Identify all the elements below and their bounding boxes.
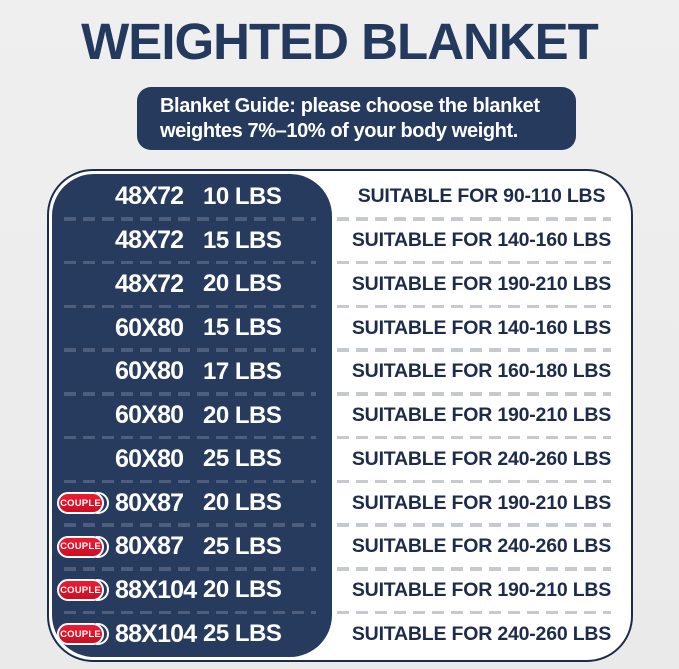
banner-line-2: weightes 7%–10% of your body weight. [160,120,518,142]
row-suitable-cell: SUITABLE FOR 240-260 LBS [332,525,631,569]
suitable-for-label: SUITABLE FOR 240-260 LBS [351,447,612,470]
couple-badge-label: COUPLE [60,584,101,596]
size-label: 80X87 [115,488,184,517]
row-suitable-cell: SUITABLE FOR 240-260 LBS [332,437,631,481]
row-size-weight-cell: 48X72 10 LBS [49,175,332,219]
size-label: 48X72 [115,182,184,211]
weight-label: 15 LBS [203,314,282,342]
couple-badge: COUPLE [57,579,109,602]
table-row: 48X72 10 LBS SUITABLE FOR 90-110 LBS [49,175,631,221]
suitable-for-label: SUITABLE FOR 140-160 LBS [351,316,612,339]
table-row: 60X80 25 LBS SUITABLE FOR 240-260 LBS [49,437,631,483]
row-size-weight-cell: COUPLE 80X87 20 LBS [49,481,332,525]
weight-label: 25 LBS [203,620,282,648]
row-suitable-cell: SUITABLE FOR 190-210 LBS [332,569,631,613]
row-size-weight-cell: 60X80 25 LBS [49,437,332,481]
suitable-for-label: SUITABLE FOR 240-260 LBS [351,622,612,645]
couple-badge: COUPLE [57,492,109,514]
couple-badge-label: COUPLE [60,541,101,553]
couple-badge: COUPLE [57,535,109,558]
size-label: 60X80 [115,444,184,473]
size-label: 88X104 [115,619,197,648]
table-row: 60X80 17 LBS SUITABLE FOR 160-180 LBS [49,350,631,396]
row-size-weight-cell: 60X80 17 LBS [49,350,332,394]
row-suitable-cell: SUITABLE FOR 160-180 LBS [332,350,631,394]
weight-label: 20 LBS [203,270,282,298]
table-row: 48X72 20 LBS SUITABLE FOR 190-210 LBS [49,262,631,308]
size-label: 48X72 [115,226,184,255]
table-row: COUPLE 80X87 20 LBS SUITABLE FOR 190-210… [49,481,631,527]
couple-badge-label: COUPLE [60,497,101,509]
page-title: WEIGHTED BLANKET [81,13,599,70]
suitable-for-label: SUITABLE FOR 140-160 LBS [351,229,612,252]
weight-label: 25 LBS [203,445,282,473]
row-size-weight-cell: COUPLE 88X104 25 LBS [49,612,332,656]
row-suitable-cell: SUITABLE FOR 140-160 LBS [332,219,631,263]
table-row: COUPLE 88X104 25 LBS SUITABLE FOR 240-26… [49,612,631,656]
table-row: 60X80 15 LBS SUITABLE FOR 140-160 LBS [49,306,631,352]
size-chart-card: 48X72 10 LBS SUITABLE FOR 90-110 LBS 48X… [47,169,633,662]
size-label: 80X87 [115,532,184,561]
weight-label: 20 LBS [203,401,282,429]
suitable-for-label: SUITABLE FOR 190-210 LBS [351,404,612,427]
weight-label: 20 LBS [203,576,282,604]
row-suitable-cell: SUITABLE FOR 140-160 LBS [332,306,631,350]
table-row: COUPLE 80X87 25 LBS SUITABLE FOR 240-260… [49,525,631,571]
size-label: 48X72 [115,269,184,298]
weight-label: 25 LBS [203,532,282,560]
table-row: COUPLE 88X104 20 LBS SUITABLE FOR 190-21… [49,569,631,615]
size-label: 60X80 [115,357,184,386]
suitable-for-label: SUITABLE FOR 190-210 LBS [351,491,612,514]
size-chart-rows: 48X72 10 LBS SUITABLE FOR 90-110 LBS 48X… [49,171,631,660]
row-size-weight-cell: 60X80 20 LBS [49,394,332,438]
row-suitable-cell: SUITABLE FOR 240-260 LBS [332,612,631,656]
row-size-weight-cell: COUPLE 88X104 20 LBS [49,569,332,613]
weight-label: 20 LBS [203,489,282,516]
row-suitable-cell: SUITABLE FOR 190-210 LBS [332,262,631,306]
suitable-for-label: SUITABLE FOR 190-210 LBS [351,272,612,295]
row-size-weight-cell: COUPLE 80X87 25 LBS [49,525,332,569]
row-suitable-cell: SUITABLE FOR 190-210 LBS [332,481,631,525]
row-suitable-cell: SUITABLE FOR 90-110 LBS [332,175,631,219]
weight-label: 10 LBS [203,182,282,210]
blanket-guide-banner: Blanket Guide: please choose the blanket… [137,87,576,150]
size-label: 60X80 [115,401,184,430]
size-label: 60X80 [115,313,184,342]
couple-badge: COUPLE [57,623,109,646]
row-size-weight-cell: 48X72 15 LBS [49,219,332,263]
row-suitable-cell: SUITABLE FOR 190-210 LBS [332,394,631,438]
suitable-for-label: SUITABLE FOR 190-210 LBS [351,578,612,601]
weight-label: 15 LBS [203,226,282,254]
banner-line-1: Blanket Guide: please choose the blanket [160,95,540,117]
row-size-weight-cell: 60X80 15 LBS [49,306,332,350]
table-row: 48X72 15 LBS SUITABLE FOR 140-160 LBS [49,219,631,265]
row-size-weight-cell: 48X72 20 LBS [49,262,332,306]
couple-badge-label: COUPLE [60,628,101,640]
suitable-for-label: SUITABLE FOR 240-260 LBS [351,535,612,558]
weight-label: 17 LBS [203,357,282,385]
left-navy-panel [52,174,332,657]
table-row: 60X80 20 LBS SUITABLE FOR 190-210 LBS [49,394,631,440]
suitable-for-label: SUITABLE FOR 160-180 LBS [351,360,612,383]
size-label: 88X104 [115,575,197,604]
suitable-for-label: SUITABLE FOR 90-110 LBS [357,185,606,208]
